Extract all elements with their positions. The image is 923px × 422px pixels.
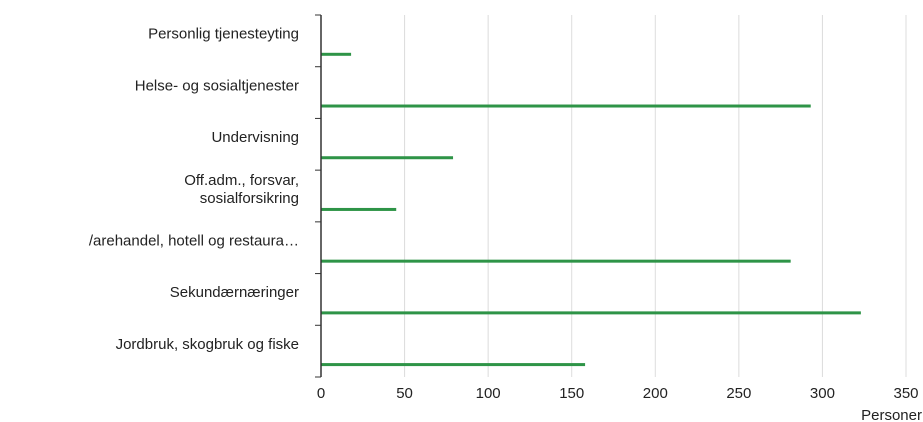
x-tick-label: 350 [893, 385, 918, 402]
x-tick-label: 200 [643, 385, 668, 402]
bar [321, 259, 791, 263]
bar [321, 311, 861, 315]
bar [321, 156, 454, 160]
category-labels: Personlig tjenesteyting Helse- og sosialt… [89, 26, 299, 353]
x-tick-label: 150 [559, 385, 584, 402]
category-label: Sekundærnæringer [170, 284, 299, 301]
x-tick-label: 300 [810, 385, 835, 402]
bar [321, 52, 352, 56]
bars [321, 52, 861, 367]
category-label: /arehandel, hotell og restaura… [89, 232, 299, 249]
category-label: Jordbruk, skogbruk og fiske [116, 336, 299, 353]
bar [321, 363, 586, 367]
bar [321, 207, 397, 211]
x-tick-label: 50 [396, 385, 413, 402]
x-tick-label: 0 [317, 385, 325, 402]
x-tick-label: 100 [476, 385, 501, 402]
category-label: Undervisning [211, 129, 299, 146]
category-label: Off.adm., forsvar, sosialforsikring [184, 172, 299, 207]
category-label: Personlig tjenesteyting [148, 26, 299, 43]
y-axis [315, 14, 322, 378]
bar [321, 104, 811, 108]
category-label: Helse- og sosialtjenester [135, 77, 299, 94]
x-tick-labels: 0 50 100 150 200 250 300 350 [317, 385, 919, 402]
gridlines [404, 15, 907, 377]
x-axis-label: Personer [861, 407, 922, 422]
x-tick-label: 250 [726, 385, 751, 402]
